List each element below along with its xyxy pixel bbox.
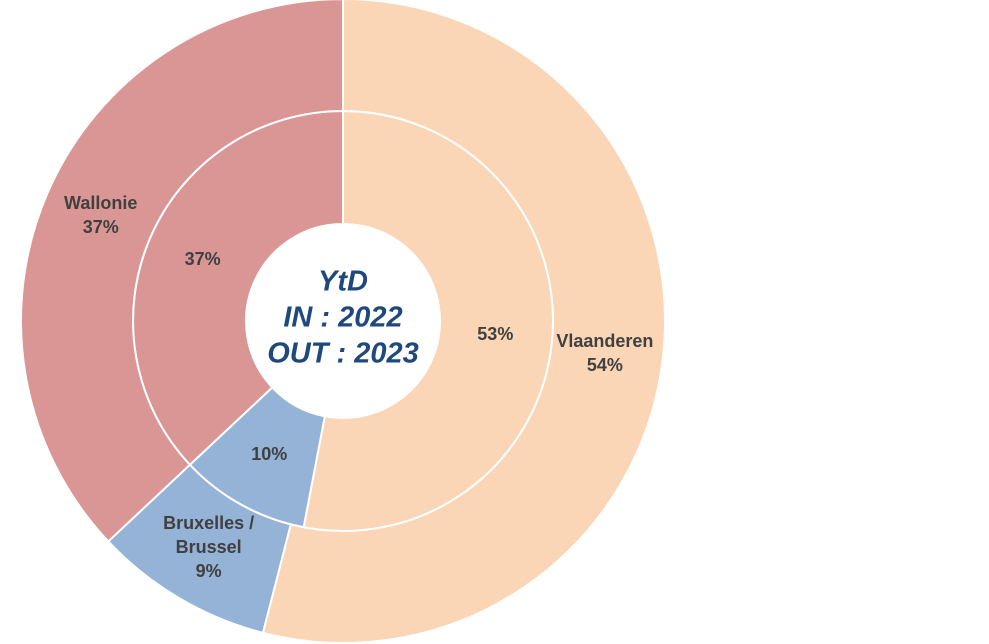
wedges	[20, 0, 666, 644]
center-text: IN : 2022	[283, 302, 402, 334]
outer-label: Bruxelles / Brussel 9%	[163, 513, 254, 581]
inner-label: 53%	[477, 324, 513, 344]
outer-label: Wallonie 37%	[64, 193, 137, 237]
labels: 53% 10% 37% Vlaanderen 54% Bruxelles / Brussel…	[64, 193, 653, 581]
category-label: Wallonie	[64, 193, 137, 213]
inner-label: 37%	[185, 249, 221, 269]
category-label: Bruxelles / Brussel	[163, 513, 254, 557]
category-label: Vlaanderen	[556, 331, 653, 351]
value-label: 9%	[196, 561, 222, 581]
center-hole	[247, 225, 439, 417]
center-text: OUT : 2023	[267, 338, 419, 370]
inner-label: 10%	[251, 444, 287, 464]
value-label: 54%	[587, 355, 623, 375]
outer-label: Vlaanderen 54%	[556, 331, 653, 375]
wedge	[261, 0, 666, 644]
value-label: 37%	[83, 217, 119, 237]
wedge	[20, 0, 344, 543]
center-text: YtD	[318, 266, 368, 298]
